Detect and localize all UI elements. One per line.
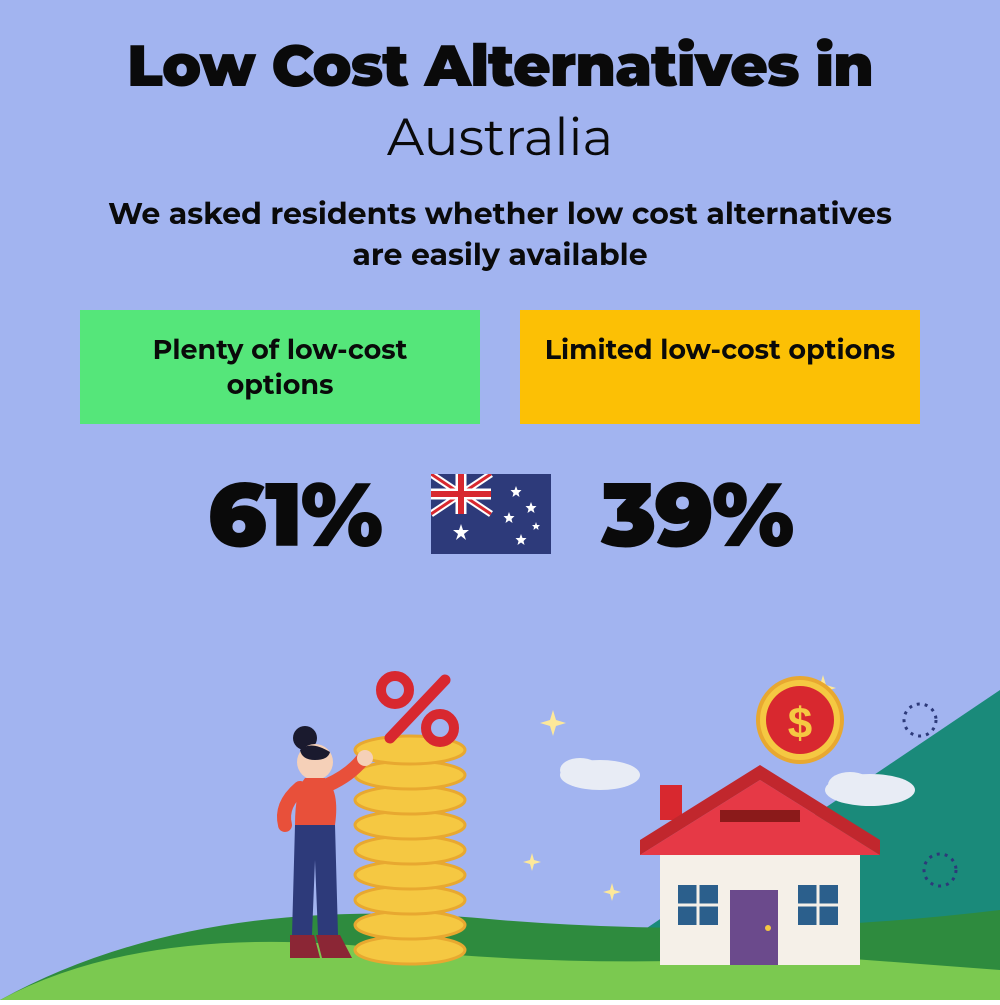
illustration-scene: $: [0, 660, 1000, 1000]
coin-stack-icon: [355, 736, 465, 964]
title-line1: Low Cost Alternatives in: [0, 0, 1000, 101]
box-plenty: Plenty of low-cost options: [80, 310, 480, 424]
percent-icon: [381, 676, 454, 742]
subtitle: We asked residents whether low cost alte…: [0, 194, 1000, 275]
option-boxes: Plenty of low-cost options Limited low-c…: [0, 310, 1000, 424]
stats-row: 61%: [0, 459, 1000, 569]
stat-left: 61%: [208, 459, 382, 569]
stat-right: 39%: [601, 459, 792, 569]
infographic-container: Low Cost Alternatives in Australia We as…: [0, 0, 1000, 1000]
australia-flag-icon: [431, 474, 551, 554]
title-line2: Australia: [0, 106, 1000, 169]
box-limited: Limited low-cost options: [520, 310, 920, 424]
svg-text:$: $: [788, 699, 812, 748]
